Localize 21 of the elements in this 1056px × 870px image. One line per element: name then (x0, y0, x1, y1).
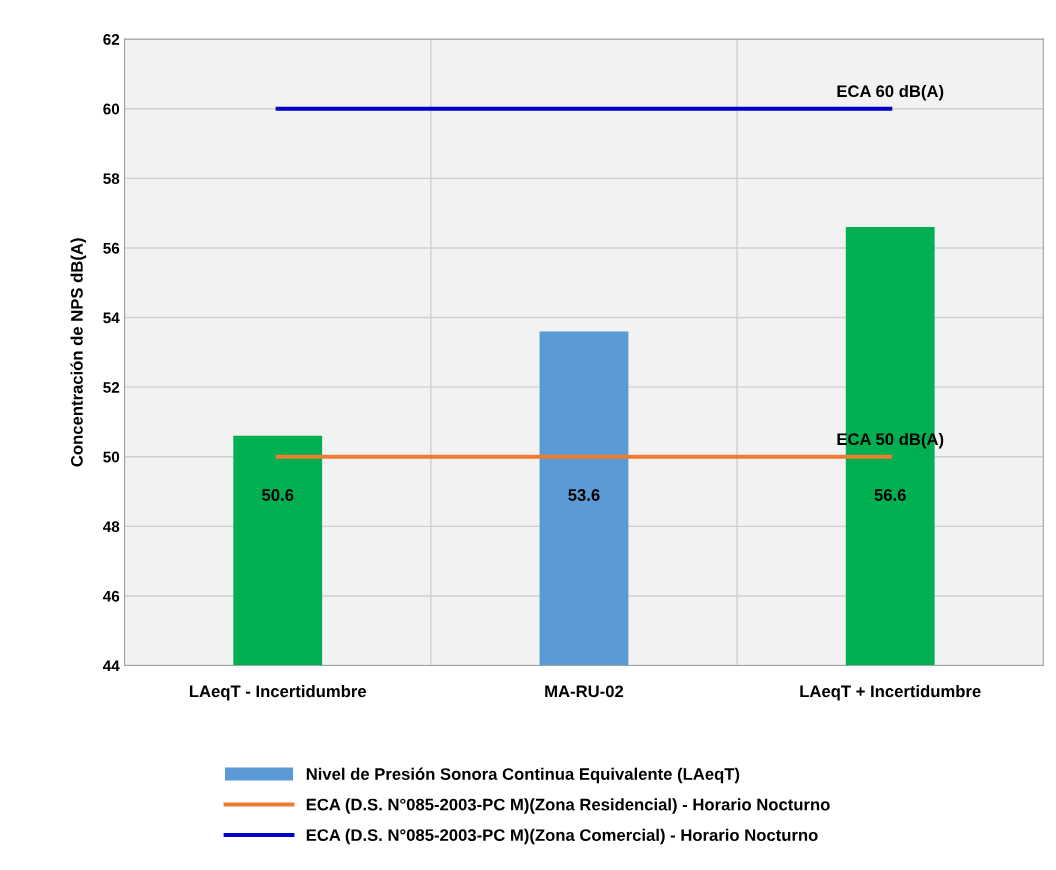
x-tick-label: LAeqT - Incertidumbre (189, 684, 367, 701)
x-tick-label: MA-RU-02 (545, 685, 624, 698)
y-tick-label: 46 (102, 590, 120, 602)
y-tick-label: 60 (103, 103, 120, 115)
y-tick-label: 44 (102, 660, 120, 672)
y-tick-label: 62 (103, 34, 120, 45)
legend-label: ECA (D.S. N°085-2003-PC M)(Zona Comercial) - Horario Nocturno (306, 828, 818, 845)
y-tick-label: 56 (103, 242, 120, 254)
y-axis-title: Concentración de NPS dB(A) (70, 238, 87, 467)
y-tick-label: 58 (103, 173, 120, 185)
legend-label: ECA (D.S. N°085-2003-PC M)(Zona Residencial) - Horario Nocturno (306, 798, 830, 814)
annotation: ECA 60 dB(A) (837, 84, 944, 101)
y-tick-label: 48 (102, 521, 120, 533)
legend-label: Nivel de Presión Sonora Continua Equivalente (LAeqT) (306, 767, 740, 784)
data-label: 50.6 (262, 489, 294, 501)
y-tick-label: 52 (103, 382, 120, 393)
data-label: 53.6 (568, 489, 600, 501)
y-tick-label: 54 (103, 312, 120, 324)
data-label: 56.6 (874, 489, 906, 501)
x-tick-label: LAeqT + Incertidumbre (800, 684, 981, 701)
y-tick-label: 50 (103, 451, 120, 463)
